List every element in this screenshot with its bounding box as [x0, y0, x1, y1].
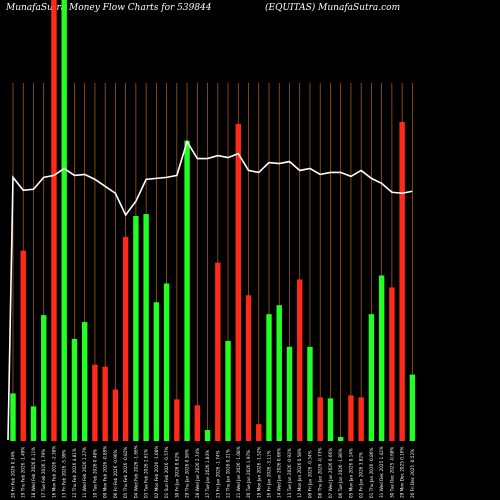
bar [122, 236, 129, 441]
bar [368, 314, 375, 441]
bar [337, 437, 344, 441]
bar [389, 287, 395, 441]
bar [245, 295, 252, 441]
bar [20, 250, 26, 441]
bar [235, 123, 241, 441]
bar [348, 395, 354, 441]
bar [256, 424, 262, 441]
x-tick-label: 06 Tue Jan 2026 -1.86% [338, 448, 343, 498]
bar [409, 374, 416, 441]
x-tick-label: 02 Mon Feb 2026 -1.08% [154, 446, 159, 498]
bar [399, 121, 405, 441]
bar [358, 397, 364, 441]
x-tick-label: 29 Mon Dec 2025 0.16% [400, 446, 405, 498]
x-tick-label: 26 Fri Dec 2025 -0.52% [410, 449, 415, 498]
bar [133, 216, 139, 441]
bar [41, 315, 47, 441]
x-tick-label: 17 Tue Feb 2026 1.79% [41, 449, 46, 498]
bar [174, 399, 180, 441]
x-tick-label: 10 Tue Feb 2026 0.48% [92, 449, 97, 498]
bar [81, 322, 88, 441]
x-tick-label: 20 Fri Feb 2026 0.34% [11, 451, 16, 498]
bar [71, 338, 78, 441]
x-tick-label: 30 Fri Jan 2026 0.62% [174, 452, 179, 498]
x-tick-label: 09 Mon Feb 2026 -0.89% [103, 446, 108, 498]
x-tick-label: 30 Tue Dec 2025 -0.68% [389, 447, 394, 498]
x-tick-label: 20 Tue Jan 2026 1.97% [246, 450, 251, 498]
x-tick-label: 14 Wed Jan 2026 0.66% [277, 448, 282, 498]
bar-series [10, 0, 416, 441]
bar [61, 0, 67, 441]
x-tick-label: 19 Thu Feb 2026 -1.49% [21, 447, 26, 498]
chart-subtitle: (EQUITAS) MunafaSutra.com [265, 2, 400, 13]
chart-title: MunafaSutra Money Flow Charts for 539844 [5, 3, 212, 13]
x-tick-label: 22 Thu Jan 2026 0.21% [226, 449, 231, 498]
x-tick-label: 05 Mon Jan 2026 0.14% [348, 448, 353, 498]
x-tick-label: 01 Thu Jan 2026 -0.86% [369, 448, 374, 498]
bar [143, 214, 149, 441]
bar [204, 430, 211, 441]
bar [92, 364, 98, 441]
x-tick-label: 05 Thu Feb 2026 -0.82% [123, 447, 128, 498]
x-tick-label: 02 Fri Jan 2026 3.82% [359, 452, 364, 498]
x-tick-label: 29 Thu Jan 2026 0.58% [185, 449, 190, 498]
x-tick-label: 04 Wed Feb 2026 -1.66% [133, 445, 138, 498]
bar [215, 262, 221, 441]
bar [378, 275, 385, 441]
x-axis-labels: 20 Fri Feb 2026 0.34% 19 Thu Feb 2026 -1.… [11, 445, 415, 498]
x-tick-label: 19 Mon Jan 2026 -1.52% [256, 447, 261, 498]
x-tick-label: 27 Tue Jan 2026 1.83% [205, 450, 210, 498]
bar [286, 346, 293, 441]
bar [184, 140, 190, 441]
bar [225, 340, 231, 441]
bar [327, 398, 334, 441]
bar [163, 283, 170, 441]
bar [112, 389, 119, 441]
bar [266, 314, 272, 441]
bar [10, 393, 16, 441]
x-tick-label: 23 Fri Jan 2026 -1.74% [215, 450, 220, 498]
x-tick-label: 11 Wed Feb 2026 1.27% [82, 447, 87, 498]
bar [317, 397, 323, 441]
x-tick-label: 21 Wed Jan 2026 -1.08% [236, 446, 241, 498]
x-tick-label: 12 Mon Jan 2026 0.58% [297, 448, 302, 498]
x-tick-label: 18 Wed Feb 2026 0.11% [31, 447, 36, 498]
x-tick-label: 06 Fri Feb 2026 -0.96% [113, 449, 118, 498]
bar [30, 406, 37, 441]
bar [276, 305, 282, 441]
x-tick-label: 08 Thu Jan 2026 -0.73% [318, 448, 323, 498]
x-tick-label: 28 Wed Jan 2026 2.74% [195, 448, 200, 498]
x-tick-label: 01 Sun Feb 2026 -0.57% [164, 446, 169, 498]
x-tick-label: 16 Fri Jan 2026 -3.11% [267, 450, 272, 498]
bar [297, 279, 303, 441]
money-flow-line [7, 139, 413, 441]
bar [102, 366, 108, 441]
money-flow-line-path [7, 139, 413, 441]
x-tick-label: 09 Fri Jan 2026 -0.34% [307, 450, 312, 498]
x-tick-label: 07 Wed Jan 2026 0.66% [328, 448, 333, 498]
x-tick-label: 03 Tue Feb 2026 2.61% [144, 449, 149, 498]
x-tick-label: 12 Thu Feb 2026 4.81% [72, 448, 77, 498]
bar [153, 302, 160, 441]
bar [51, 0, 57, 441]
bar [307, 346, 313, 441]
x-tick-label: 13 Fri Feb 2026 -5.39% [62, 449, 67, 498]
x-tick-label: 16 Mon Feb 2026 -2.38% [51, 446, 56, 498]
x-tick-label: 13 Tue Jan 2026 -0.92% [287, 448, 292, 498]
x-tick-label: 31 Wed Dec 2025 1.42% [379, 446, 384, 498]
bar [194, 405, 201, 441]
